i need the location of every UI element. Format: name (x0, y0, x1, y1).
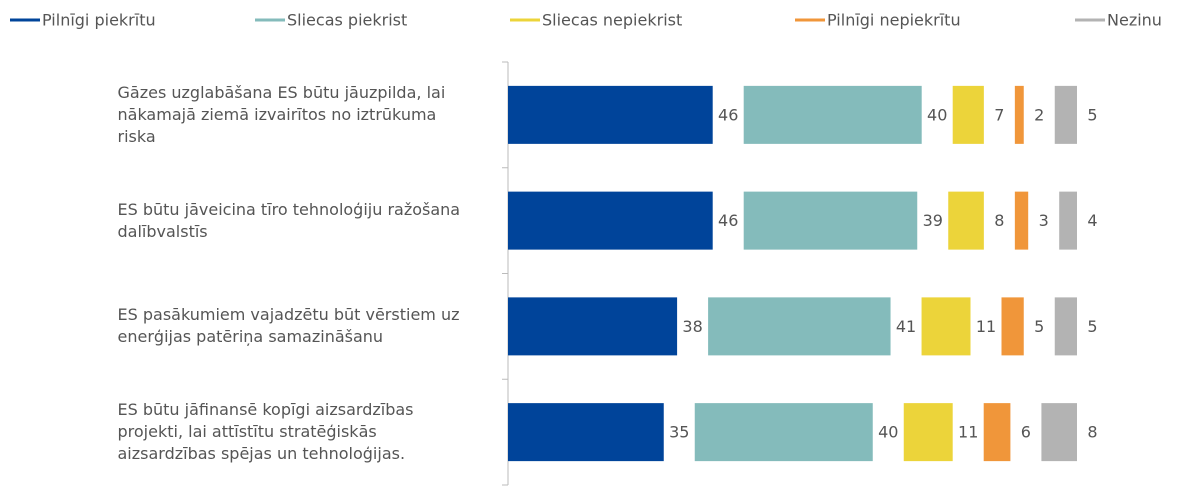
bar-segment (1054, 85, 1077, 144)
bar-segment (1054, 297, 1077, 356)
category-text: ES pasākumiem vajadzētu būt vērstiem uz … (117, 305, 460, 347)
bar-segment (983, 403, 1011, 462)
bar-segment (1014, 191, 1029, 250)
bar-segment (508, 297, 678, 356)
bar-segment (694, 403, 873, 462)
data-label: 8 (994, 211, 1004, 230)
data-label: 40 (878, 423, 898, 442)
legend-label: Pilnīgi piekrītu (42, 11, 156, 30)
bar-segment (903, 403, 953, 462)
data-label: 4 (1087, 211, 1097, 230)
bar-segment (952, 85, 984, 144)
data-label: 7 (994, 105, 1004, 124)
category-text: ES būtu jāfinansē kopīgi aizsardzības pr… (117, 400, 414, 464)
data-label: 38 (682, 317, 702, 336)
data-label: 5 (1087, 317, 1097, 336)
category-label: ES pasākumiem vajadzētu būt vērstiem uz … (100, 274, 480, 380)
bar-segment (743, 85, 922, 144)
category-label: Gāzes uzglabāšana ES būtu jāuzpilda, lai… (100, 62, 480, 168)
category-text: Gāzes uzglabāšana ES būtu jāuzpilda, lai… (117, 82, 446, 146)
data-label: 40 (927, 105, 947, 124)
category-text: ES būtu jāveicina tīro tehnoloģiju ražoš… (117, 199, 461, 241)
data-label: 6 (1021, 423, 1031, 442)
category-label: ES būtu jāveicina tīro tehnoloģiju ražoš… (100, 168, 480, 274)
data-label: 5 (1034, 317, 1044, 336)
data-label: 46 (718, 211, 738, 230)
bar-segment (948, 191, 984, 250)
data-label: 8 (1087, 423, 1097, 442)
legend-label: Sliecas piekrist (287, 11, 407, 30)
data-label: 39 (923, 211, 943, 230)
data-label: 2 (1034, 105, 1044, 124)
data-label: 41 (896, 317, 916, 336)
legend-label: Sliecas nepiekrist (542, 11, 682, 30)
bar-segment (508, 191, 713, 250)
bar-segment (1014, 85, 1024, 144)
legend-label: Pilnīgi nepiekrītu (827, 11, 961, 30)
bar-segment (1059, 191, 1077, 250)
data-label: 11 (958, 423, 978, 442)
bar-segment (921, 297, 971, 356)
bar-segment (1041, 403, 1077, 462)
bar-segment (508, 85, 713, 144)
bar-segment (508, 403, 664, 462)
bar-segment (743, 191, 918, 250)
bar-segment (708, 297, 891, 356)
data-label: 3 (1039, 211, 1049, 230)
data-label: 46 (718, 105, 738, 124)
bar-segment (1001, 297, 1024, 356)
data-label: 5 (1087, 105, 1097, 124)
data-label: 11 (976, 317, 996, 336)
category-label: ES būtu jāfinansē kopīgi aizsardzības pr… (100, 379, 480, 485)
legend-label: Nezinu (1107, 11, 1162, 30)
data-label: 35 (669, 423, 689, 442)
